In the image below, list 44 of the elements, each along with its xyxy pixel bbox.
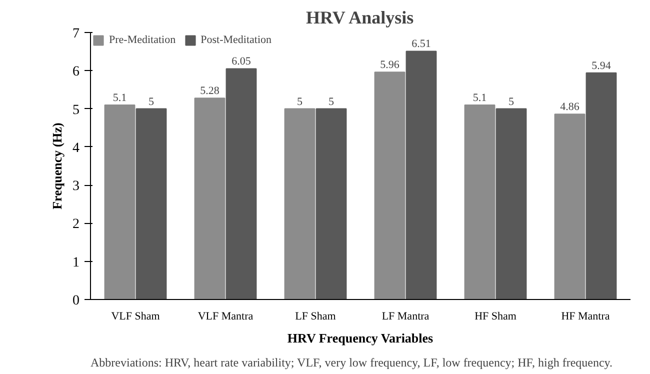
bar	[464, 104, 496, 300]
data-label: 6.51	[412, 38, 431, 50]
data-label: 5.96	[380, 59, 400, 72]
data-label: 6.05	[232, 56, 252, 68]
x-tick-label: LF Sham	[295, 310, 336, 322]
legend-label: Post-Meditation	[200, 34, 272, 46]
bar	[226, 68, 257, 300]
bar	[554, 114, 586, 300]
x-tick-label: HF Sham	[474, 310, 517, 322]
bar	[586, 72, 617, 300]
data-label: 4.86	[560, 101, 580, 114]
data-label: 5	[508, 96, 514, 108]
legend-label: Pre-Meditation	[109, 34, 176, 46]
y-tick-label: 7	[72, 26, 80, 42]
x-tick-label: VLF Sham	[111, 310, 160, 322]
bar	[496, 108, 527, 300]
bar	[284, 108, 316, 300]
data-label: 5	[328, 96, 334, 108]
x-tick-label: VLF Mantra	[198, 310, 254, 322]
y-tick-label: 2	[72, 217, 80, 232]
data-label: 5.1	[472, 92, 487, 104]
y-tick-label: 1	[72, 255, 80, 270]
bar	[194, 98, 226, 300]
x-tick-label: HF Mantra	[561, 310, 610, 322]
bar	[316, 108, 347, 300]
y-axis-title: Frequency (Hz)	[50, 122, 64, 210]
text: Abbreviations: HRV, heart rate variability; VLF, very low frequency, LF, low frequency; HF, high frequency.	[90, 356, 613, 370]
bar	[104, 104, 136, 300]
y-tick-label: 0	[72, 294, 80, 308]
bar	[406, 50, 437, 300]
x-axis-title: HRV Frequency Variables	[287, 330, 434, 346]
data-label: 5	[148, 96, 154, 108]
bar	[136, 108, 167, 300]
x-tick-label: LF Mantra	[382, 310, 430, 322]
y-tick-label: 3	[72, 179, 80, 194]
data-label: 5.94	[592, 60, 612, 72]
y-tick-label: 6	[72, 64, 80, 80]
data-label: 5	[297, 96, 303, 108]
data-label: 5.28	[200, 85, 220, 98]
y-tick-label: 4	[72, 140, 80, 156]
data-label: 5.1	[112, 92, 127, 104]
y-tick-label: 5	[72, 102, 80, 118]
chart-title: HRV Analysis	[306, 8, 414, 28]
bar	[374, 72, 406, 300]
